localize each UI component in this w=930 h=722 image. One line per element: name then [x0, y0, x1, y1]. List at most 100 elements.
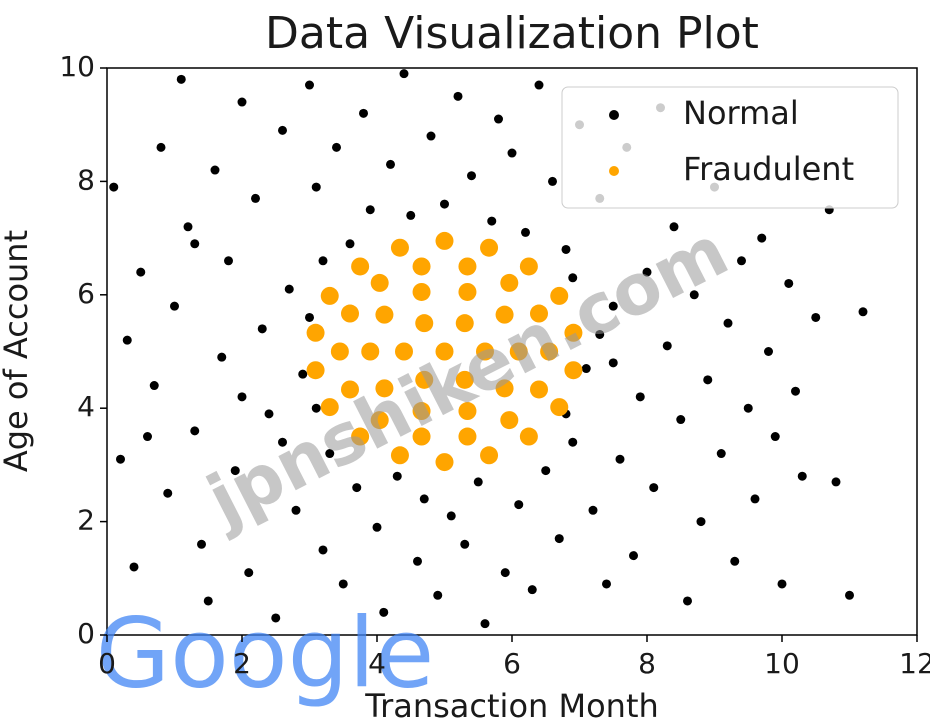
point [237, 392, 247, 402]
point [197, 539, 206, 549]
point [109, 182, 119, 192]
x-tick-label: 10 [764, 647, 800, 680]
point [320, 398, 339, 417]
point [480, 446, 499, 465]
point [298, 369, 308, 379]
point [311, 403, 321, 413]
point [244, 568, 254, 578]
point [305, 312, 314, 322]
point [487, 216, 497, 226]
point [271, 613, 281, 623]
point [530, 380, 548, 399]
point [237, 97, 247, 107]
point [550, 398, 569, 417]
point [480, 619, 490, 629]
point [730, 556, 740, 566]
point [568, 273, 578, 283]
point [183, 222, 193, 232]
point [629, 551, 638, 561]
point [435, 231, 454, 250]
point [527, 585, 537, 595]
point [595, 329, 605, 339]
point [351, 427, 370, 446]
point [554, 534, 564, 544]
x-tick-label: 2 [233, 647, 251, 680]
point [345, 239, 355, 249]
point [412, 427, 431, 446]
point [341, 380, 359, 399]
point [156, 142, 166, 152]
point [564, 323, 583, 342]
point [581, 364, 591, 374]
x-axis-label: Transaction Month [364, 687, 659, 722]
point [311, 182, 321, 192]
point [500, 411, 519, 430]
point [318, 256, 328, 266]
point [530, 304, 548, 323]
y-tick-label: 2 [77, 504, 95, 537]
point [784, 278, 794, 288]
y-axis-label: Age of Account [0, 230, 35, 472]
point [325, 449, 335, 459]
point [476, 342, 494, 361]
point [332, 142, 341, 152]
point [419, 494, 429, 504]
point [122, 335, 132, 345]
point [791, 386, 800, 396]
logo: Google [96, 597, 435, 709]
point [190, 239, 200, 249]
point [330, 342, 349, 361]
point [264, 409, 274, 419]
point [602, 579, 611, 589]
point [514, 500, 524, 510]
x-tick-label: 0 [98, 647, 116, 680]
point [642, 267, 652, 277]
point [338, 579, 348, 589]
point [519, 257, 538, 276]
point [495, 305, 514, 324]
point [190, 426, 200, 436]
point [210, 165, 220, 175]
point [519, 427, 538, 446]
point [361, 342, 380, 361]
point [588, 505, 598, 515]
point [500, 568, 510, 578]
point [723, 318, 733, 328]
point [548, 176, 557, 186]
point [352, 483, 362, 493]
point [540, 342, 559, 361]
point [386, 159, 395, 169]
y-tick-label: 6 [77, 277, 95, 310]
point [375, 305, 394, 324]
legend-box [561, 86, 899, 209]
point [669, 222, 679, 232]
point [831, 477, 841, 487]
point [170, 301, 179, 311]
point [305, 80, 314, 90]
x-tick-label: 12 [899, 647, 930, 680]
point [359, 108, 368, 118]
point [390, 446, 409, 465]
point [203, 596, 213, 606]
point [395, 342, 413, 361]
legend-marker [609, 110, 619, 120]
point [509, 342, 528, 361]
legend-marker [609, 166, 619, 176]
point [608, 358, 618, 368]
point [116, 454, 125, 464]
point [351, 257, 370, 276]
point [743, 403, 753, 413]
point [770, 432, 780, 442]
point [750, 494, 760, 504]
point [495, 379, 514, 398]
point [446, 511, 456, 521]
y-tick-label: 4 [77, 390, 95, 423]
point [230, 466, 240, 476]
point [845, 590, 854, 600]
point [458, 402, 477, 421]
point [284, 284, 294, 294]
point [797, 471, 807, 481]
point [689, 290, 699, 300]
point [500, 273, 519, 292]
